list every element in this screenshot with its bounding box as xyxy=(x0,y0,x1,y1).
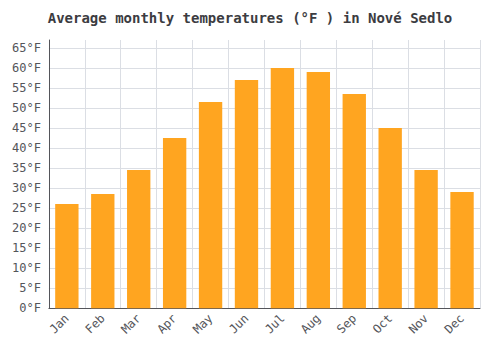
svg-text:25°F: 25°F xyxy=(12,201,41,215)
svg-text:Dec: Dec xyxy=(442,311,467,336)
svg-text:Oct: Oct xyxy=(370,311,395,336)
svg-text:Apr: Apr xyxy=(154,311,179,336)
svg-text:Jul: Jul xyxy=(262,311,287,336)
svg-text:55°F: 55°F xyxy=(12,81,41,95)
svg-text:50°F: 50°F xyxy=(12,101,41,115)
svg-text:Jun: Jun xyxy=(226,311,251,336)
svg-text:15°F: 15°F xyxy=(12,241,41,255)
svg-text:Aug: Aug xyxy=(298,311,323,336)
svg-text:35°F: 35°F xyxy=(12,161,41,175)
svg-text:30°F: 30°F xyxy=(12,181,41,195)
svg-text:10°F: 10°F xyxy=(12,261,41,275)
svg-text:45°F: 45°F xyxy=(12,121,41,135)
svg-text:May: May xyxy=(190,311,215,336)
svg-text:0°F: 0°F xyxy=(19,301,41,315)
svg-text:40°F: 40°F xyxy=(12,141,41,155)
svg-text:Sep: Sep xyxy=(334,311,359,336)
svg-text:65°F: 65°F xyxy=(12,41,41,55)
svg-text:20°F: 20°F xyxy=(12,221,41,235)
svg-text:60°F: 60°F xyxy=(12,61,41,75)
svg-text:Feb: Feb xyxy=(83,311,108,336)
svg-text:Mar: Mar xyxy=(118,311,143,336)
svg-text:Jan: Jan xyxy=(47,311,72,336)
svg-text:Nov: Nov xyxy=(406,311,431,336)
svg-text:Average monthly temperatures (: Average monthly temperatures (°F ) in No… xyxy=(48,10,453,26)
svg-text:5°F: 5°F xyxy=(19,281,41,295)
